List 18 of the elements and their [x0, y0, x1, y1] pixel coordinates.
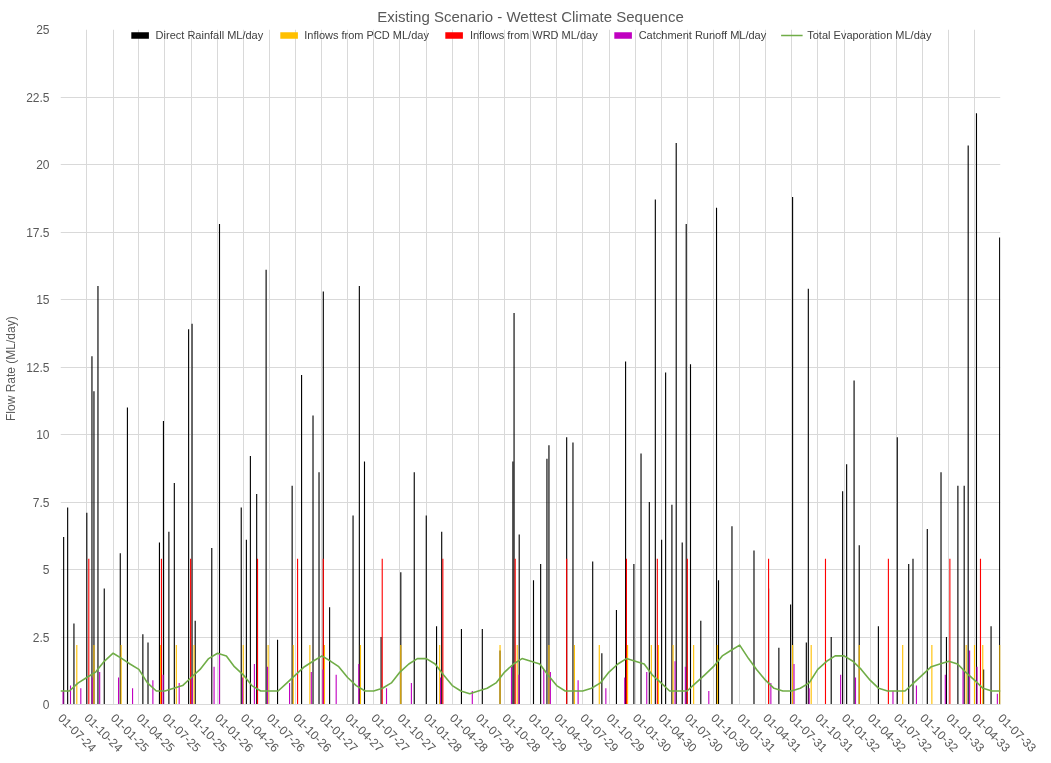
- y-tick-label: 0: [42, 698, 50, 712]
- y-tick-label: 17.5: [26, 225, 50, 240]
- y-tick-label: 2.5: [32, 630, 50, 645]
- legend-label: Direct Rainfall ML/day: [155, 29, 264, 41]
- y-axis-title: Flow Rate (ML/day): [4, 316, 19, 422]
- legend-label: Inflows from PCD ML/day: [304, 29, 429, 41]
- legend-label: Total Evaporation ML/day: [807, 29, 932, 41]
- y-tick-label: 7.5: [32, 495, 50, 510]
- y-tick-label: 12.5: [26, 360, 50, 375]
- y-tick-label: 25: [36, 23, 50, 37]
- y-tick-label: 20: [36, 158, 50, 172]
- y-tick-label: 5: [42, 563, 50, 577]
- legend-label: Inflows from WRD ML/day: [469, 29, 598, 41]
- y-tick-label: 22.5: [26, 90, 50, 105]
- y-tick-label: 15: [36, 293, 50, 307]
- chart-title: Existing Scenario - Wettest Climate Sequence: [377, 7, 684, 25]
- legend-label: Catchment Runoff ML/day: [638, 29, 767, 41]
- y-tick-label: 10: [36, 428, 50, 442]
